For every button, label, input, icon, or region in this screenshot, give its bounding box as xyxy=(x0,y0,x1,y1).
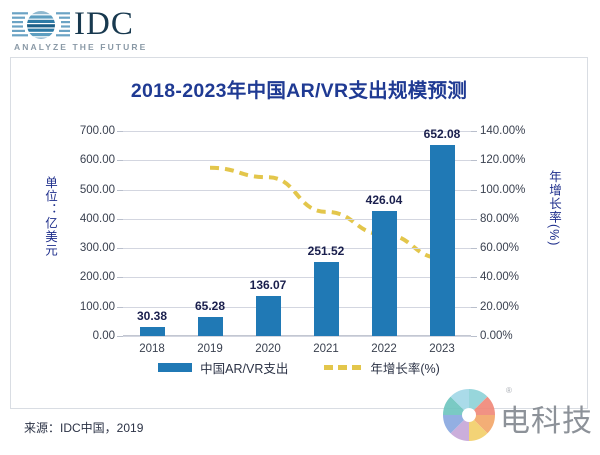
bar[interactable] xyxy=(197,316,223,336)
y-axis-left-tick-label: 400.00 xyxy=(79,212,115,225)
bar-value-label: 65.28 xyxy=(194,298,226,313)
y-axis-right-tick xyxy=(471,218,477,220)
bar-value-label: 251.52 xyxy=(307,244,345,259)
y-axis-left-tick xyxy=(117,131,123,132)
bar-value-label: 426.04 xyxy=(365,193,403,208)
bar[interactable] xyxy=(255,296,281,336)
y-axis-left-tick-label: 600.00 xyxy=(79,154,115,167)
y-axis-right-tick xyxy=(471,160,477,162)
bar[interactable] xyxy=(429,145,455,336)
y-axis-right-tick-label: 80.00% xyxy=(480,212,520,225)
y-axis-left-tick xyxy=(117,277,123,279)
bar-value-label: 136.07 xyxy=(249,278,287,293)
idc-wordmark: IDC xyxy=(74,6,134,42)
gridline xyxy=(123,189,471,191)
y-axis-right-tick xyxy=(471,189,477,191)
gridline xyxy=(123,160,471,162)
x-axis-tick-label: 2021 xyxy=(313,343,339,355)
bar-value-label: 652.08 xyxy=(423,127,461,142)
y-axis-right-tick-label: 0.00% xyxy=(480,330,513,342)
y-axis-left-tick xyxy=(117,160,123,162)
idc-tagline: ANALYZE THE FUTURE xyxy=(14,42,148,52)
growth-rate-line xyxy=(209,165,443,261)
y-axis-left-tick-label: 200.00 xyxy=(79,271,115,284)
y-axis-left-tick-label: 100.00 xyxy=(79,300,115,313)
y-axis-right-tick-label: 60.00% xyxy=(480,242,520,255)
y-axis-right-tick-label: 120.00% xyxy=(480,154,526,167)
watermark-text: 电科技 xyxy=(500,404,593,439)
y-axis-right-tick xyxy=(471,306,477,308)
y-axis-right-tick xyxy=(471,131,477,132)
y-axis-left-tick xyxy=(117,218,123,220)
gridline xyxy=(123,131,471,132)
y-axis-right-tick xyxy=(471,248,477,250)
y-axis-right-tick-label: 20.00% xyxy=(480,300,520,313)
gridline xyxy=(123,277,471,279)
plot-area: 0.00 0.00% 100.00 20.00% 200.00 40.00% 300.00 6… xyxy=(80,125,526,355)
x-axis-tick-label: 2022 xyxy=(371,343,397,355)
legend-line-swatch xyxy=(324,365,363,370)
idc-globe-icon xyxy=(12,11,70,39)
chart-legend: 中国AR/VR支出 年增长率(%) xyxy=(11,358,587,377)
y-axis-left-tick-label: 0.00 xyxy=(92,330,115,342)
source-note: 来源：IDC中国，2019 xyxy=(24,421,144,435)
y-axis-left-tick-label: 500.00 xyxy=(79,183,115,196)
x-axis-line xyxy=(123,335,471,336)
y-axis-left-tick-label: 700.00 xyxy=(79,125,115,137)
legend-bar-swatch xyxy=(158,363,193,372)
y-axis-right-title: 年增长率(%) xyxy=(547,170,561,247)
idc-logo: IDC ANALYZE THE FUTURE xyxy=(12,6,172,52)
bar-value-label: 30.38 xyxy=(136,309,168,324)
legend-bar-label: 中国AR/VR支出 xyxy=(200,362,289,376)
y-axis-left-tick xyxy=(117,248,123,250)
gridline xyxy=(123,306,471,308)
growth-rate-line-path[interactable] xyxy=(209,165,443,261)
y-axis-right-tick xyxy=(471,277,477,279)
y-axis-left-tick xyxy=(117,336,123,337)
y-axis-right-tick-label: 40.00% xyxy=(480,271,520,284)
y-axis-right-tick-label: 140.00% xyxy=(480,125,526,137)
gridline xyxy=(123,218,471,220)
gridline xyxy=(123,336,471,337)
legend-line-label: 年增长率(%) xyxy=(370,362,440,376)
legend-item-line: 年增长率(%) xyxy=(324,358,440,377)
chart-title: 2018-2023年中国AR/VR支出规模预测 xyxy=(130,80,468,102)
y-axis-left-tick xyxy=(117,306,123,308)
x-axis-tick-label: 2019 xyxy=(197,343,223,355)
y-axis-right-tick xyxy=(471,336,477,337)
bar[interactable] xyxy=(313,262,339,336)
x-axis-tick-label: 2020 xyxy=(255,343,281,355)
x-axis-tick-label: 2018 xyxy=(139,343,165,355)
chart-frame: 2018-2023年中国AR/VR支出规模预测 单位：亿美元 年增长率(%) 0… xyxy=(10,57,588,409)
bar[interactable] xyxy=(371,211,397,336)
gridline xyxy=(123,248,471,250)
pinwheel-logo-icon xyxy=(442,388,496,442)
x-axis-tick-label: 2023 xyxy=(429,343,455,355)
y-axis-left-tick-label: 300.00 xyxy=(79,242,115,255)
watermark-registered-mark: ® xyxy=(506,386,512,395)
watermark: ® 电科技 xyxy=(438,384,598,454)
y-axis-right-tick-label: 100.00% xyxy=(480,183,526,196)
y-axis-left-tick xyxy=(117,189,123,191)
bar[interactable] xyxy=(139,327,165,336)
legend-item-bar: 中国AR/VR支出 xyxy=(158,358,288,377)
y-axis-left-title: 单位：亿美元 xyxy=(43,176,57,257)
